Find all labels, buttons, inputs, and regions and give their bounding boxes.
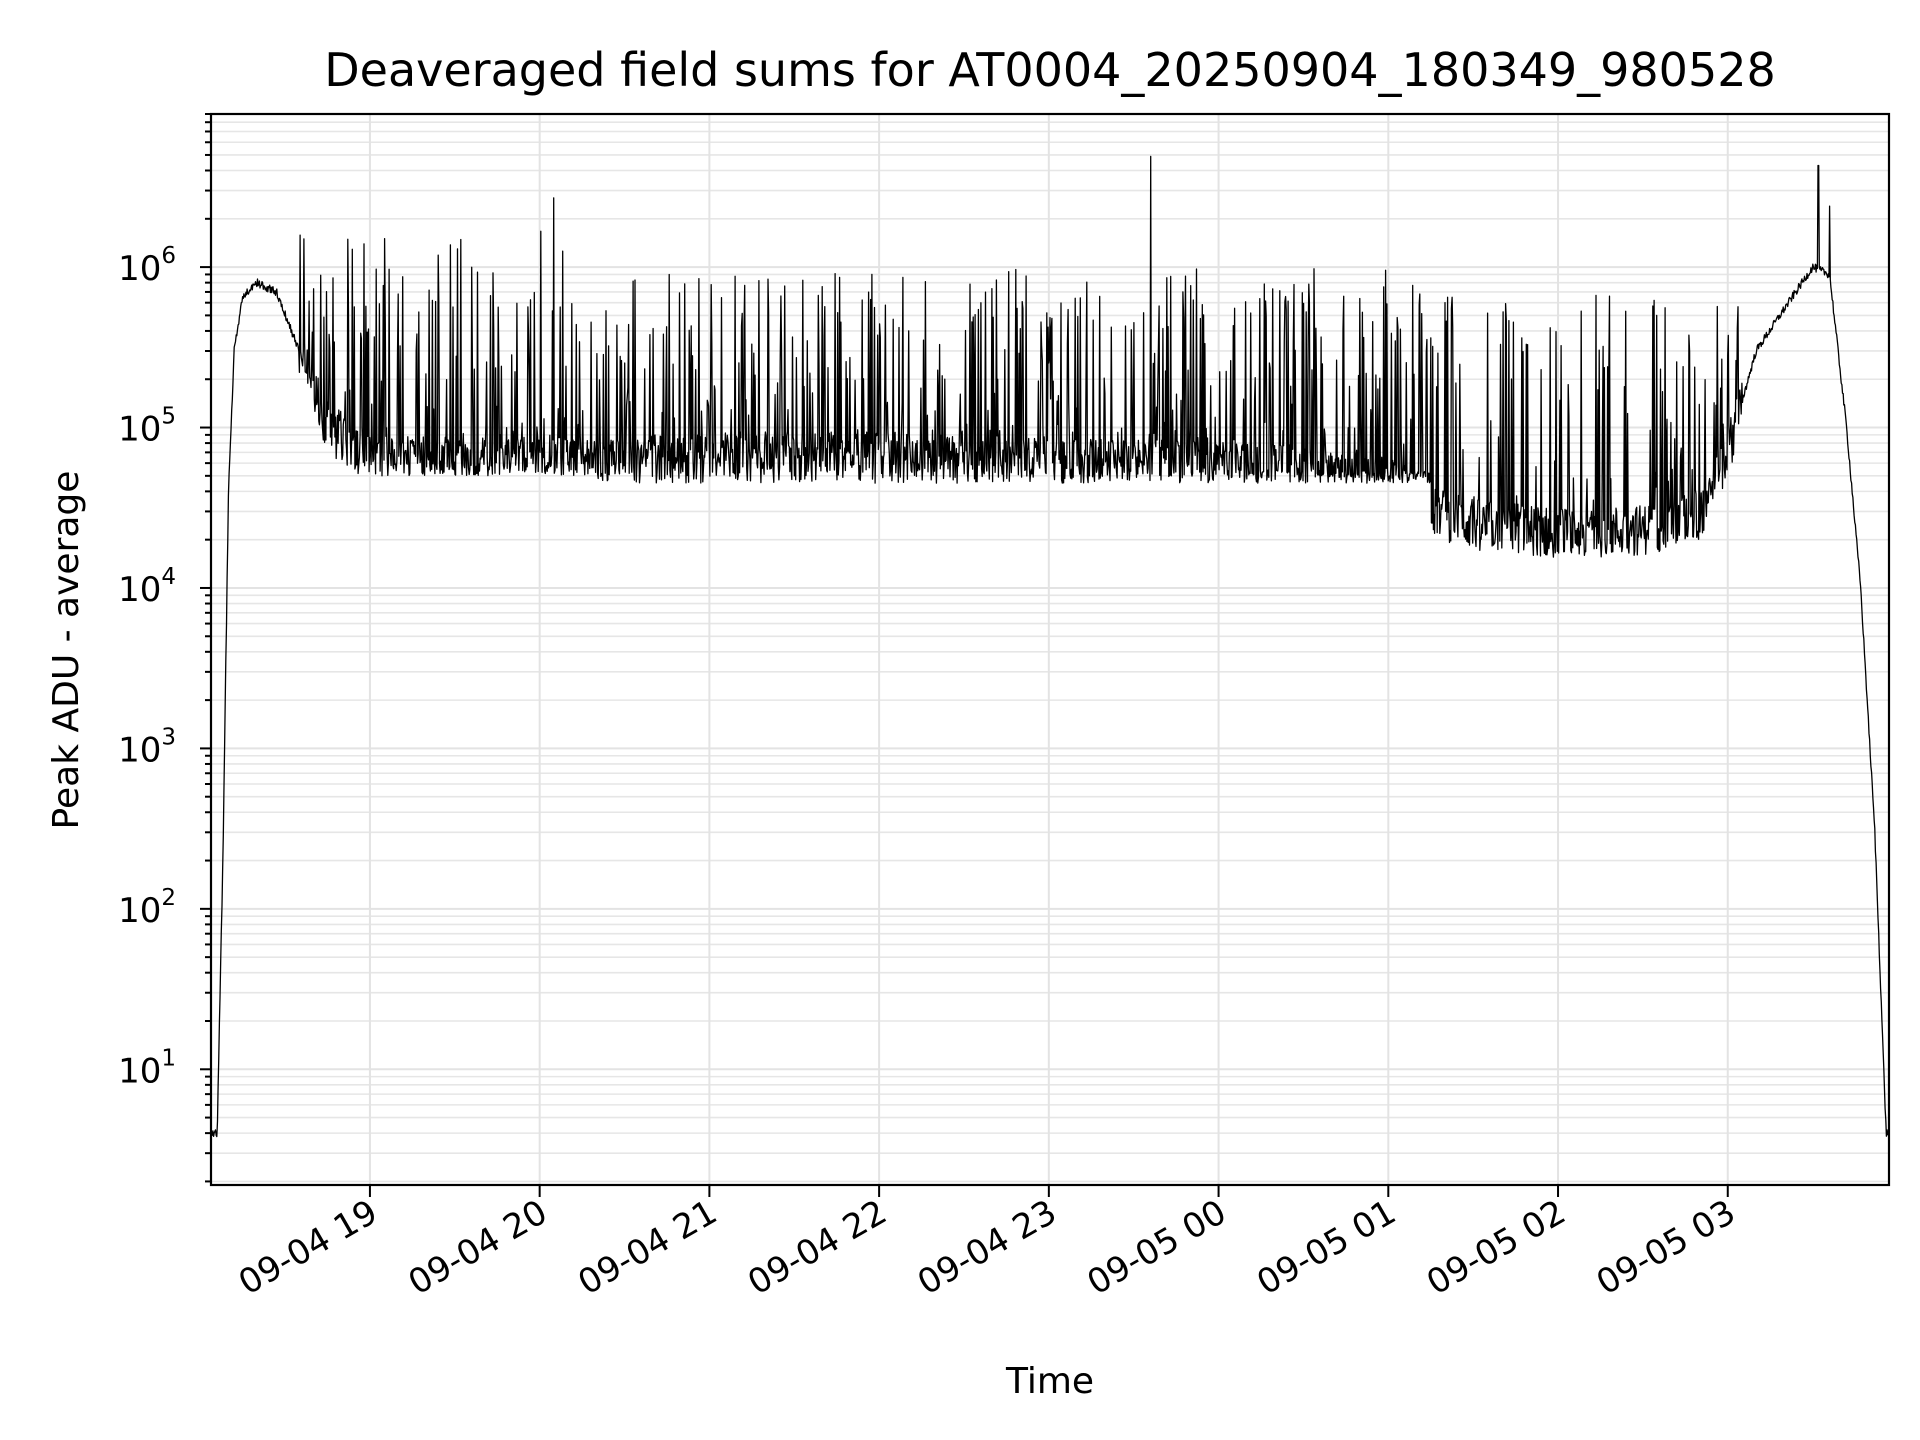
y-tick-base: 10: [118, 1051, 161, 1091]
x-axis-label: Time: [1005, 1361, 1094, 1402]
y-tick-exponent: 4: [161, 564, 176, 590]
y-tick-exponent: 5: [161, 404, 176, 430]
y-tick-base: 10: [118, 730, 161, 770]
plot-area: [210, 155, 1890, 1138]
y-tick-exponent: 6: [161, 243, 176, 269]
y-axis-label: Peak ADU - average: [46, 471, 87, 830]
y-tick-base: 10: [118, 891, 161, 931]
y-tick-base: 10: [118, 410, 161, 450]
y-tick-base: 10: [118, 249, 161, 289]
y-tick-label: 103: [118, 724, 176, 770]
y-tick-label: 105: [118, 404, 176, 450]
y-tick-base: 10: [118, 570, 161, 610]
axis-ticks: [200, 113, 1729, 1197]
data-series-line: [210, 155, 1890, 1138]
y-tick-label: 106: [118, 243, 176, 289]
y-tick-exponent: 2: [161, 885, 176, 911]
y-tick-exponent: 3: [161, 724, 176, 750]
plot-frame: [209, 112, 1891, 1187]
y-tick-label: 104: [118, 564, 176, 610]
y-tick-label: 102: [118, 885, 176, 931]
y-tick-label: 101: [118, 1045, 176, 1091]
y-tick-exponent: 1: [161, 1045, 176, 1071]
chart-title: Deaveraged field sums for AT0004_2025090…: [324, 43, 1776, 97]
